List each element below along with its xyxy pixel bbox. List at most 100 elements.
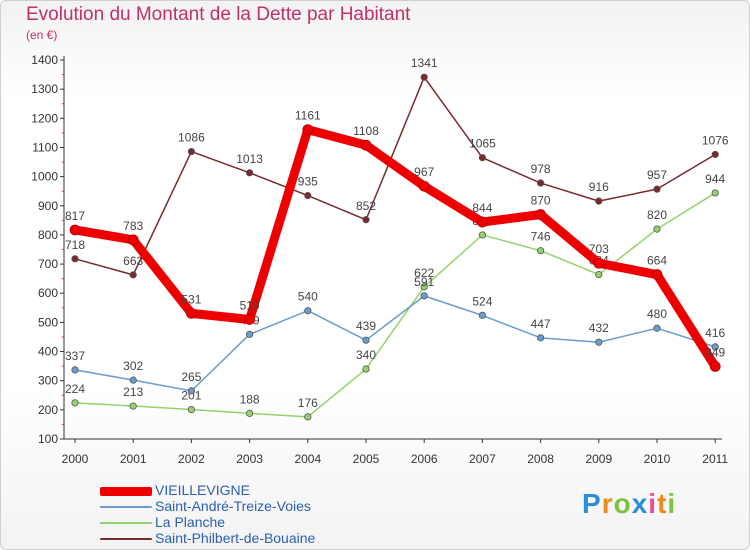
data-label: 224 [65,382,85,396]
y-tick-label: 100 [38,432,58,446]
series-line-la-planche [74,192,716,418]
data-point [420,292,428,300]
data-point [187,387,195,395]
series-line-saint-philbert-de-bouaine [74,76,716,276]
logo-letter: P [582,488,602,519]
data-point [71,366,79,374]
data-label: 201 [181,389,201,403]
data-label: 1065 [469,137,496,151]
x-tick-label: 2003 [236,452,263,466]
data-point [187,147,195,156]
data-point [711,150,719,159]
data-point [536,334,545,342]
data-label: 718 [65,238,85,252]
data-point [246,169,254,177]
chart-title: Evolution du Montant de la Dette par Hab… [26,4,411,25]
data-label: 664 [647,254,667,268]
data-point [244,314,256,325]
data-label: 663 [123,254,143,268]
legend-swatch [100,486,152,496]
y-tick-label: 900 [38,199,58,213]
x-tick-label: 2010 [644,452,671,466]
y-tick-label: 200 [38,403,58,417]
data-point [595,338,603,346]
data-point [360,139,372,151]
data-point [478,311,486,319]
data-label: 978 [531,162,551,176]
x-tick-label: 2009 [585,452,612,466]
data-label: 1108 [353,124,379,138]
data-point [653,225,661,233]
data-point [129,271,137,279]
y-tick-label: 1400 [31,53,58,67]
data-label: 265 [181,370,201,384]
data-label: 432 [589,321,609,335]
legend-swatch [100,506,152,508]
y-tick-label: 1300 [31,82,58,96]
data-label: 916 [589,180,609,194]
data-label: 783 [123,219,143,233]
data-point [653,185,661,193]
data-point [478,154,486,162]
data-label: 967 [414,165,434,179]
data-label: 622 [414,266,434,280]
data-label: 820 [647,208,667,222]
data-point [595,270,603,279]
data-label: 439 [356,319,376,333]
x-tick-label: 2002 [178,452,205,466]
data-label: 510 [240,298,260,312]
data-label: 349 [705,345,725,359]
data-point [593,257,605,269]
data-point [536,247,545,255]
data-point [129,402,137,410]
data-label: 531 [181,292,201,306]
logo-letter: i [667,488,677,519]
logo-letter: o [613,488,632,519]
proxiti-logo: Proxiti [582,488,676,520]
x-tick-label: 2001 [120,452,147,466]
data-label: 817 [65,209,85,223]
data-point [71,399,79,407]
series-line-saint-andr-treize-voies [74,295,716,392]
data-label: 416 [705,326,725,340]
legend-swatch [100,538,152,540]
x-tick-label: 2011 [702,452,728,466]
legend-item: Saint-Philbert-de-Bouaine [100,530,400,547]
legend-swatch [100,522,152,524]
data-point [129,376,137,384]
data-label: 480 [647,307,667,321]
data-label: 337 [65,349,85,363]
data-point [536,179,545,187]
legend-item: VIEILLEVIGNE [100,482,400,499]
data-point [535,209,546,220]
data-point [595,197,603,205]
logo-letter: x [631,488,649,519]
data-label: 188 [240,392,260,406]
data-point [711,189,719,197]
data-point [420,283,428,291]
data-point [304,413,312,421]
legend-item: Saint-André-Treize-Voies [100,498,400,515]
x-tick-label: 2004 [294,452,321,466]
data-label: 340 [356,348,376,362]
data-point [302,124,314,136]
legend-label: La Planche [155,514,226,530]
data-label: 524 [472,294,492,308]
data-point [71,255,79,263]
data-point [709,361,721,372]
data-point [711,343,719,351]
y-tick-label: 1200 [31,111,58,125]
data-label: 944 [705,172,725,186]
data-point [420,73,428,81]
data-point [362,336,370,344]
chart-legend: VIEILLEVIGNE Saint-André-Treize-Voies La P… [100,482,400,547]
x-tick-label: 2000 [62,452,89,466]
data-label: 213 [123,385,143,399]
legend-item: La Planche [100,514,400,531]
data-label: 957 [647,168,667,182]
legend-label: VIEILLEVIGNE [155,482,250,498]
chart-subtitle: (en €) [26,28,58,42]
data-label: 447 [531,317,551,331]
y-tick-label: 700 [38,257,58,271]
logo-letter: t [657,488,668,519]
